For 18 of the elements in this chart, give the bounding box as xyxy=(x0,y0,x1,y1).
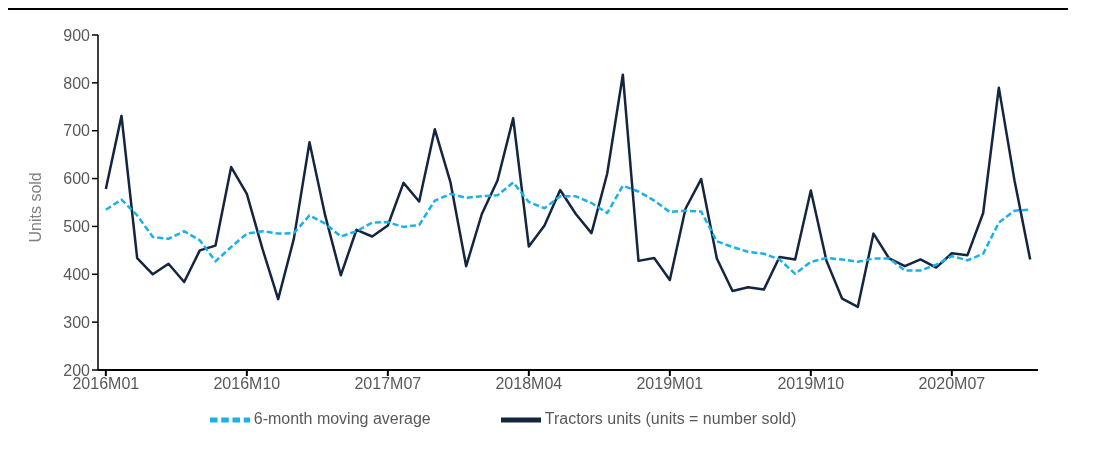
y-tick-label: 800 xyxy=(63,74,91,92)
y-tick-label: 300 xyxy=(63,313,91,331)
y-tick-label: 700 xyxy=(63,122,91,140)
x-tick-label: 2016M10 xyxy=(213,375,281,393)
x-tick-label: 2019M10 xyxy=(777,375,845,393)
y-tick-label: 600 xyxy=(63,170,91,188)
y-tick-label: 400 xyxy=(63,265,91,283)
x-tick-label: 2019M01 xyxy=(636,375,704,393)
x-tick-label: 2017M07 xyxy=(354,375,422,393)
y-tick-label: 500 xyxy=(63,218,91,236)
y-axis-title: Units sold xyxy=(26,172,44,243)
x-tick-label: 2016M01 xyxy=(72,375,140,393)
y-tick-label: 900 xyxy=(63,26,91,44)
x-tick-label: 2018M04 xyxy=(495,375,563,393)
legend-label: Tractors units (units = number sold) xyxy=(544,410,797,428)
line-series xyxy=(104,73,1032,309)
legend-label: 6-month moving average xyxy=(253,410,431,428)
x-tick-label: 2020M07 xyxy=(918,375,986,393)
